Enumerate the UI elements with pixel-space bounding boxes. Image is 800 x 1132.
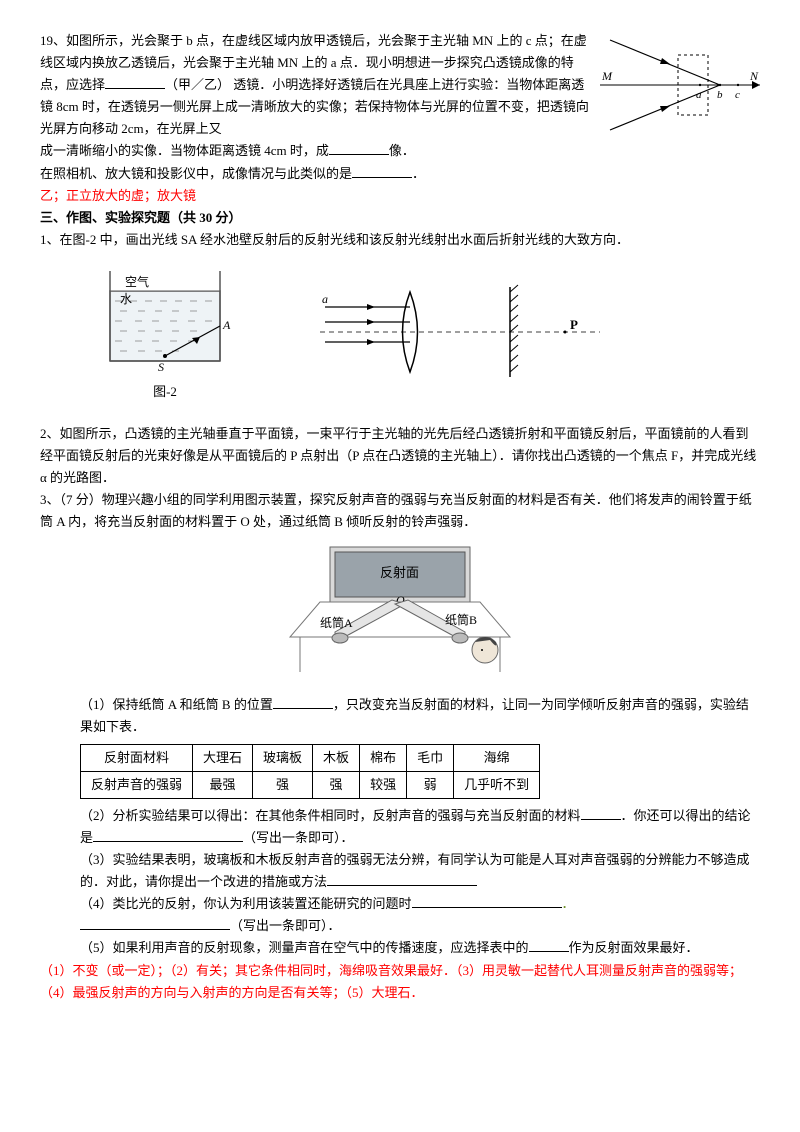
q19-blank1[interactable] <box>105 74 165 89</box>
blank-p2b[interactable] <box>93 827 243 842</box>
svg-text:纸筒A: 纸筒A <box>320 615 353 630</box>
blank-p5[interactable] <box>529 937 569 952</box>
q19-blank3[interactable] <box>352 163 412 178</box>
label-c: c <box>735 89 740 101</box>
results-table: 反射面材料大理石玻璃板木板棉布毛巾海绵 反射声音的强弱最强强强较强弱几乎听不到 <box>80 744 540 799</box>
blank-p4[interactable] <box>412 893 562 908</box>
svg-text:水: 水 <box>120 292 132 306</box>
table-row: 反射面材料大理石玻璃板木板棉布毛巾海绵 <box>81 744 540 771</box>
q3-3-intro: 3、（7 分）物理兴趣小组的同学利用图示装置，探究反射声音的强弱与充当反射面的材… <box>40 492 752 529</box>
blank-p1[interactable] <box>273 694 333 709</box>
q3-3-answer: （1）不变（或一定）；（2）有关；其它条件相同时，海绵吸音效果最好．（3）用灵敏… <box>40 960 760 1004</box>
pool-caption: 图-2 <box>90 381 240 403</box>
q19-hint1: （甲／乙） <box>165 77 230 92</box>
question-19: M N a b c 19、如图所示，光会聚于 b 点，在虚线区域内放甲透镜后，光… <box>40 30 760 207</box>
svg-text:反射面: 反射面 <box>380 565 419 580</box>
q3-2-text: 2、如图所示，凸透镜的主光轴垂直于平面镜，一束平行于主光轴的光先后经凸透镜折射和… <box>40 426 756 485</box>
q3-1-text: 1、在图-2 中，画出光线 SA 经水池壁反射后的反射光线和该反射光线射出水面后… <box>40 232 629 247</box>
q19-text4end: ． <box>412 166 425 181</box>
figure-row: 空气 水 S A 图-2 a <box>90 261 760 403</box>
blank-p2a[interactable] <box>581 805 621 820</box>
table-row: 反射声音的强弱最强强强较强弱几乎听不到 <box>81 771 540 798</box>
svg-text:P: P <box>570 317 578 332</box>
pool-figure: 空气 水 S A 图-2 <box>90 261 240 403</box>
q19-answer: 乙；正立放大的虚；放大镜 <box>40 188 196 203</box>
question-3-2: 2、如图所示，凸透镜的主光轴垂直于平面镜，一束平行于主光轴的光先后经凸透镜折射和… <box>40 423 760 489</box>
label-b: b <box>717 89 723 101</box>
lens-mirror-figure: a P <box>320 277 600 387</box>
question-3-1: 1、在图-2 中，画出光线 SA 经水池壁反射后的反射光线和该反射光线射出水面后… <box>40 229 760 251</box>
q19-text3end: 像． <box>389 143 415 158</box>
q19-text3: 成一清晰缩小的实像．当物体距离透镜 4cm 时，成 <box>40 143 329 158</box>
q3-3-p2: （2）分析实验结果可以得出：在其他条件相同时，反射声音的强弱与充当反射面的材料．… <box>80 805 760 849</box>
label-m: M <box>601 69 613 83</box>
section3-title: 三、作图、实验探究题（共 30 分） <box>40 207 760 229</box>
q3-3-p3: （3）实验结果表明，玻璃板和木板反射声音的强弱无法分辨，有同学认为可能是人耳对声… <box>80 849 760 893</box>
label-n: N <box>749 69 759 83</box>
q3-3-p4: （4）类比光的反射，你认为利用该装置还能研究的问题时． （写出一条即可）． <box>80 893 760 937</box>
svg-text:S: S <box>158 360 164 374</box>
q3-3-p1: （1）保持纸筒 A 和纸筒 B 的位置，只改变充当反射面的材料，让同一为同学倾听… <box>80 694 760 738</box>
question-3-3: 3、（7 分）物理兴趣小组的同学利用图示装置，探究反射声音的强弱与充当反射面的材… <box>40 489 760 533</box>
q19-text4: 在照相机、放大镜和投影仪中，成像情况与此类似的是 <box>40 166 352 181</box>
q3-3-p5: （5）如果利用声音的反射现象，测量声音在空气中的传播速度，应选择表中的作为反射面… <box>80 937 760 959</box>
blank-p4b[interactable] <box>80 915 230 930</box>
lens-mn-figure: M N a b c <box>600 30 760 140</box>
svg-text:A: A <box>222 318 231 332</box>
svg-text:空气: 空气 <box>125 274 149 289</box>
svg-text:纸筒B: 纸筒B <box>445 612 477 627</box>
q19-blank2[interactable] <box>329 140 389 155</box>
svg-text:a: a <box>322 292 328 306</box>
sound-reflection-figure: 反射面 O 纸筒A 纸筒B <box>40 542 760 682</box>
label-a: a <box>696 89 702 101</box>
blank-p3[interactable] <box>327 871 477 886</box>
